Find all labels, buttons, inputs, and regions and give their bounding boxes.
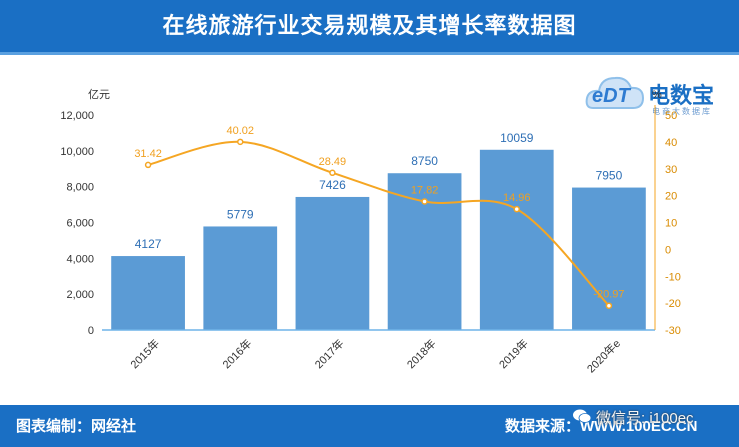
- growth-rate-label: 28.49: [319, 156, 347, 168]
- y2-axis-unit: %: [652, 89, 662, 101]
- bar-value-label: 4127: [135, 237, 162, 251]
- y-tick-label: 2,000: [66, 289, 94, 301]
- footer-source: 数据来源：WWW.100EC.CN: [505, 418, 698, 435]
- y-tick-label: 0: [88, 325, 94, 337]
- wechat-watermark: 微信号: i100ec: [596, 410, 694, 427]
- x-tick-label: 2020年e: [584, 336, 623, 375]
- growth-rate-point: [329, 169, 336, 177]
- logo-mark-text: eDT: [592, 85, 632, 107]
- y2-tick-label: 40: [665, 137, 677, 149]
- y-tick-label: 8,000: [66, 182, 94, 194]
- growth-rate-label: 17.82: [411, 184, 439, 196]
- y2-tick-label: 50: [665, 110, 677, 122]
- bar: [295, 196, 370, 330]
- bar-value-label: 5779: [227, 207, 254, 221]
- y2-tick-label: -10: [665, 271, 681, 283]
- logo-name: 电数宝: [648, 83, 715, 108]
- x-tick-label: 2017年: [312, 336, 347, 371]
- logo-mark: eDT: [592, 85, 632, 107]
- y-tick-label: 6,000: [66, 218, 94, 230]
- x-tick-label: 2019年: [496, 336, 531, 371]
- y-tick-label: 10,000: [60, 146, 94, 158]
- y-axis-unit: 亿元: [88, 88, 110, 101]
- y-tick-label: 12,000: [60, 110, 94, 122]
- growth-rate-line: [147, 140, 610, 307]
- x-tick-label: 2015年: [127, 336, 162, 371]
- y2-tick-label: 0: [665, 244, 671, 256]
- x-tick-label: 2018年: [404, 336, 439, 371]
- growth-rate-point: [237, 138, 244, 146]
- bar-value-label: 8750: [411, 154, 438, 168]
- growth-rate-label: 31.42: [134, 148, 162, 160]
- bar: [387, 173, 462, 330]
- chart-title-banner: 在线旅游行业交易规模及其增长率数据图: [0, 0, 739, 52]
- y2-tick-label: 20: [665, 191, 677, 203]
- growth-rate-label: 14.96: [503, 192, 531, 204]
- x-tick-label: 2016年: [219, 336, 254, 371]
- logo-subtitle: 电商大数据库: [652, 107, 712, 116]
- wechat-icon: [573, 409, 592, 423]
- y-tick-label: 4,000: [66, 253, 94, 265]
- bar-value-label: 7426: [319, 178, 346, 192]
- y2-tick-label: 30: [665, 164, 677, 176]
- bar-value-label: 7950: [596, 169, 623, 183]
- edt-logo-icon: [585, 76, 645, 109]
- bar: [203, 226, 278, 330]
- footer-credit: 图表编制：网经社: [16, 418, 137, 435]
- growth-rate-point: [421, 198, 428, 205]
- growth-rate-label: -20.97: [593, 289, 624, 301]
- growth-rate-point: [144, 161, 152, 169]
- growth-rate-label: 40.02: [226, 125, 254, 137]
- y2-tick-label: 10: [665, 218, 677, 230]
- bar-value-label: 10059: [500, 131, 534, 145]
- y2-tick-label: -20: [665, 298, 681, 310]
- growth-rate-point: [605, 302, 613, 309]
- growth-rate-point: [513, 205, 520, 213]
- y2-tick-label: -30: [665, 325, 681, 337]
- bar: [479, 149, 554, 330]
- page-title: 在线旅游行业交易规模及其增长率数据图: [162, 13, 577, 38]
- header-divider: [0, 52, 739, 55]
- bar: [111, 256, 185, 330]
- footer-banner: 图表编制：网经社 数据来源：WWW.100EC.CN 微信号: i100ec: [0, 405, 739, 447]
- combo-chart: 4127 5779 7426 8750 10059 7950 31.42 40.02 28.4…: [60, 88, 681, 376]
